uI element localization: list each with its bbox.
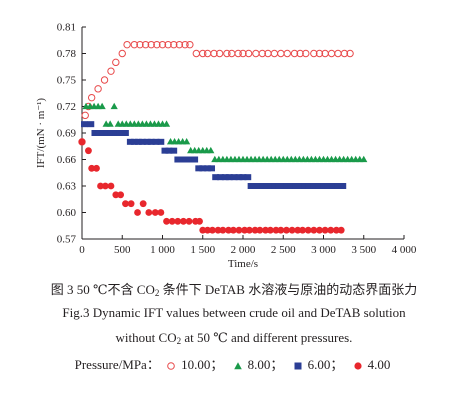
data-point-square xyxy=(157,139,164,145)
y-tick-label: 0.66 xyxy=(57,154,77,166)
filled-circle-icon xyxy=(353,361,363,371)
legend-item-10mpa: 10.00； xyxy=(166,354,223,373)
legend-label-6mpa: 6.00； xyxy=(308,357,344,372)
data-point-square xyxy=(170,148,177,154)
caption-english-line2: without CO2 at 50 ℃ and different pressu… xyxy=(0,330,468,346)
x-tick-label: 1 000 xyxy=(150,244,175,256)
data-point-filled-circle xyxy=(93,165,100,172)
data-point-filled-circle xyxy=(128,200,135,207)
data-point-open-circle xyxy=(187,41,193,47)
data-point-open-circle xyxy=(204,50,210,56)
ift-chart: 0.57 0.60 0.63 0.66 0.69 0.72 0.75 0.78 0.81 0 500… xyxy=(0,0,468,278)
data-point-filled-circle xyxy=(117,191,124,198)
data-point-filled-circle xyxy=(140,200,147,207)
data-point-open-circle xyxy=(101,77,107,83)
data-point-filled-circle xyxy=(108,183,115,190)
x-tick-label: 0 xyxy=(79,244,85,256)
y-tick-label: 0.63 xyxy=(57,181,77,193)
y-tick-label: 0.60 xyxy=(57,207,77,219)
data-point-square xyxy=(87,121,94,127)
data-point-filled-circle xyxy=(157,209,164,216)
data-point-filled-circle xyxy=(145,209,152,216)
data-point-open-circle xyxy=(271,50,277,56)
chart-legend: Pressure/MPa： 10.00； 8.00； 6.00； 4.00 xyxy=(0,354,468,373)
data-point-open-circle xyxy=(88,94,94,100)
series-6-00-mpa xyxy=(81,121,346,189)
data-point-open-circle xyxy=(253,50,259,56)
y-tick-label: 0.75 xyxy=(57,75,77,87)
x-tick-label: 2 500 xyxy=(271,244,296,256)
legend-item-6mpa: 6.00； xyxy=(293,354,344,373)
x-axis-label: Time/s xyxy=(228,258,258,270)
caption-english-line1: Fig.3 Dynamic IFT values between crude o… xyxy=(0,305,468,321)
y-tick-label: 0.57 xyxy=(57,234,77,246)
data-point-open-circle xyxy=(113,59,119,65)
data-point-triangle xyxy=(111,103,118,109)
data-point-square xyxy=(122,130,129,136)
y-tick-label: 0.69 xyxy=(57,128,77,140)
series-10-00-mpa xyxy=(79,41,353,145)
data-point-open-circle xyxy=(229,50,235,56)
data-point-open-circle xyxy=(124,41,130,47)
data-point-square xyxy=(208,165,215,171)
x-tick-label: 3 500 xyxy=(351,244,376,256)
data-point-filled-circle xyxy=(196,218,203,225)
x-tick-label: 1 500 xyxy=(190,244,215,256)
legend-label-10mpa: 10.00； xyxy=(181,357,223,372)
x-tick-label: 4 000 xyxy=(392,244,417,256)
data-point-open-circle xyxy=(284,50,290,56)
x-tick-label: 2 000 xyxy=(231,244,256,256)
y-tick-label: 0.81 xyxy=(57,22,76,34)
x-tick-label: 3 000 xyxy=(311,244,336,256)
data-point-filled-circle xyxy=(85,147,92,154)
caption-chinese: 图 3 50 ℃不含 CO2 条件下 DeTAB 水溶液与原油的动态界面张力 xyxy=(0,279,468,298)
y-tick-label: 0.78 xyxy=(57,48,77,60)
data-point-open-circle xyxy=(119,50,125,56)
chart-axes: 0.57 0.60 0.63 0.66 0.69 0.72 0.75 0.78 0.81 0 500… xyxy=(35,22,417,271)
data-point-square xyxy=(191,157,198,163)
data-point-filled-circle xyxy=(338,227,345,234)
legend-title: Pressure/MPa： xyxy=(75,357,160,372)
x-tick-label: 500 xyxy=(114,244,131,256)
data-point-filled-circle xyxy=(186,218,193,225)
triangle-icon xyxy=(233,361,243,371)
data-point-open-circle xyxy=(193,50,199,56)
open-circle-icon xyxy=(166,361,176,371)
data-point-open-circle xyxy=(82,112,88,118)
legend-label-4mpa: 4.00 xyxy=(368,357,391,372)
data-point-open-circle xyxy=(95,86,101,92)
data-point-filled-circle xyxy=(134,209,141,216)
data-point-square xyxy=(244,174,251,180)
legend-item-4mpa: 4.00 xyxy=(353,357,391,373)
square-icon xyxy=(293,361,303,371)
legend-item-8mpa: 8.00； xyxy=(233,354,284,373)
data-point-open-circle xyxy=(108,68,114,74)
data-point-filled-circle xyxy=(79,138,86,145)
y-tick-label: 0.72 xyxy=(57,101,76,113)
chart-marks xyxy=(79,41,368,233)
data-point-open-circle xyxy=(278,50,284,56)
legend-label-8mpa: 8.00； xyxy=(248,357,284,372)
y-axis-label: IFT/(mN · m⁻¹) xyxy=(35,98,47,169)
data-point-open-circle xyxy=(328,50,334,56)
data-point-square xyxy=(339,183,346,189)
data-point-square xyxy=(81,121,88,127)
data-point-open-circle xyxy=(335,50,341,56)
